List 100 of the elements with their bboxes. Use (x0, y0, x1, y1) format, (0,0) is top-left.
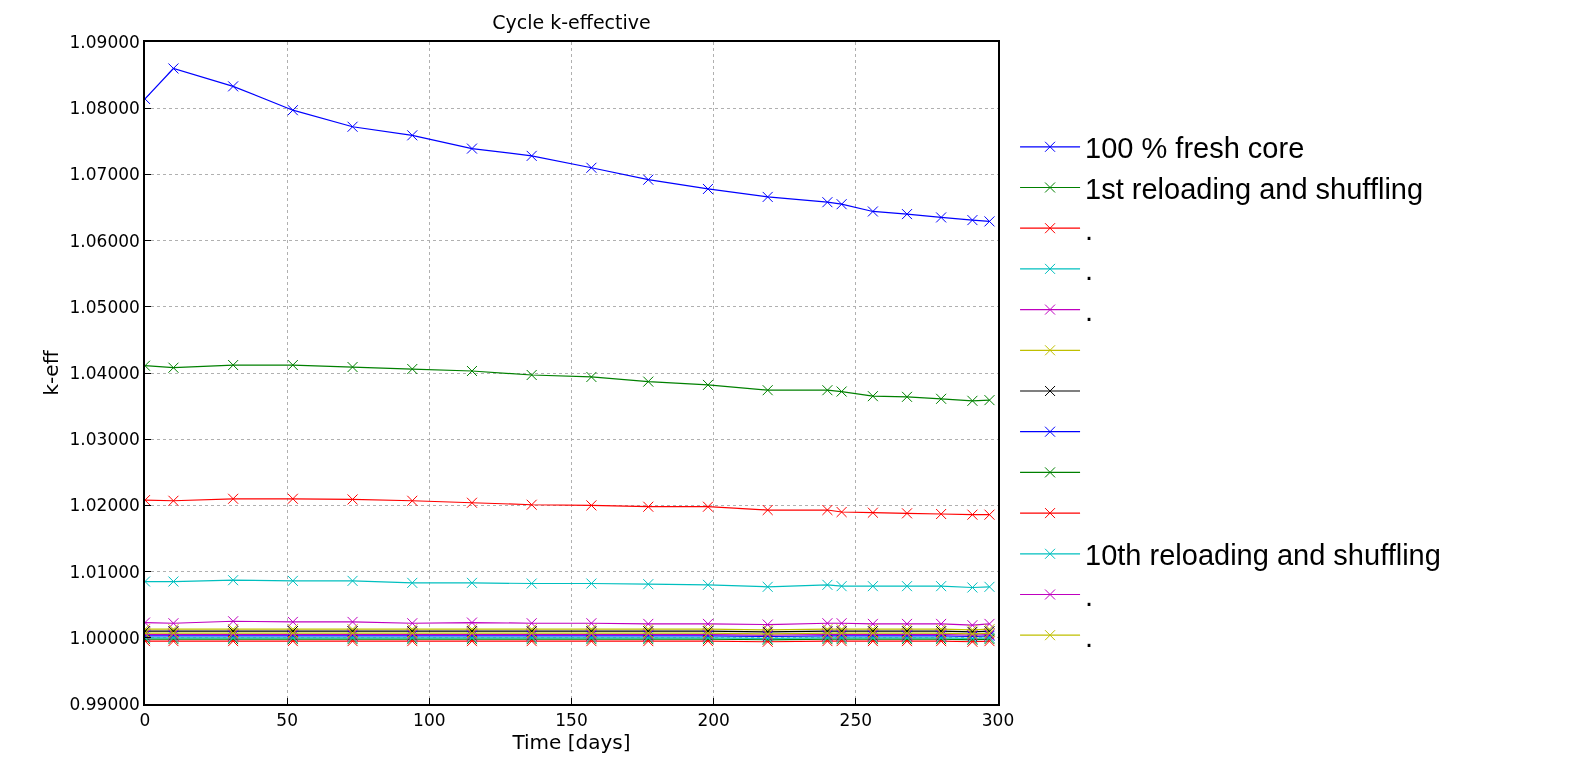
point (227, 359, 239, 371)
point (287, 104, 299, 116)
point (762, 581, 774, 593)
point (901, 208, 913, 220)
point (702, 379, 714, 391)
point (406, 577, 418, 589)
x-tick-label: 0 (139, 710, 151, 731)
point (702, 501, 714, 513)
point (526, 150, 538, 162)
point (821, 504, 833, 516)
point (966, 395, 978, 407)
point (762, 619, 774, 631)
point (821, 617, 833, 629)
point (762, 191, 774, 203)
point (983, 215, 995, 227)
x-tick-label: 150 (555, 710, 588, 731)
point (347, 616, 359, 628)
point (167, 617, 179, 629)
point (821, 579, 833, 591)
point (406, 363, 418, 375)
legend-label: . (1085, 213, 1094, 246)
point (347, 361, 359, 373)
y-tick-label: 1.01000 (69, 561, 140, 582)
point (466, 617, 478, 629)
x-tick-label: 100 (413, 710, 446, 731)
x-tick-label: 250 (839, 710, 873, 731)
point (585, 578, 597, 590)
y-tick-label: 1.03000 (69, 429, 140, 450)
point (762, 504, 774, 516)
point (642, 578, 654, 590)
point (966, 581, 978, 593)
y-tick-label: 1.08000 (69, 98, 140, 119)
chart-title: Cycle k-effective (492, 10, 651, 33)
point (347, 575, 359, 587)
x-tick-label: 200 (697, 710, 730, 731)
y-tick-label: 1.09000 (69, 31, 140, 52)
point (227, 615, 239, 627)
point (901, 391, 913, 403)
point (935, 618, 947, 630)
point (983, 581, 995, 593)
point (585, 617, 597, 629)
x-axis-title: Time [days] (511, 730, 631, 755)
y-tick-label: 1.02000 (69, 495, 140, 516)
point (585, 499, 597, 511)
point (836, 386, 848, 398)
point (983, 509, 995, 521)
point (867, 580, 879, 592)
x-tick-label: 300 (981, 710, 1015, 731)
legend-label: . (1085, 254, 1094, 287)
point (702, 579, 714, 591)
legend-label: 10th reloading and shuffling (1085, 539, 1441, 572)
point (526, 578, 538, 590)
y-tick-label: 1.00000 (69, 627, 140, 648)
point (287, 493, 299, 505)
x-tick-label: 50 (276, 710, 298, 731)
point (287, 575, 299, 587)
point (836, 506, 848, 518)
y-tick-label: 1.07000 (69, 164, 140, 185)
point (867, 205, 879, 217)
point (836, 617, 848, 629)
point (526, 499, 538, 511)
point (466, 143, 478, 155)
point (227, 493, 239, 505)
point (901, 580, 913, 592)
legend-label: . (1085, 620, 1094, 653)
point (287, 359, 299, 371)
y-axis-title: k-eff (38, 349, 63, 396)
legend-label: . (1085, 294, 1094, 327)
point (227, 574, 239, 586)
point (227, 80, 239, 92)
point (167, 62, 179, 74)
point (406, 495, 418, 507)
point (867, 390, 879, 402)
point (821, 196, 833, 208)
point (642, 174, 654, 186)
point (526, 617, 538, 629)
legend-label: . (1085, 579, 1094, 612)
point (966, 509, 978, 521)
legend-label: 100 % fresh core (1085, 132, 1305, 165)
point (935, 508, 947, 520)
point (821, 384, 833, 396)
point (935, 393, 947, 405)
y-tick-label: 1.04000 (69, 362, 140, 383)
point (167, 495, 179, 507)
point (762, 384, 774, 396)
point (935, 580, 947, 592)
point (867, 507, 879, 519)
point (642, 501, 654, 513)
point (347, 493, 359, 505)
point (702, 183, 714, 195)
point (167, 362, 179, 374)
point (406, 129, 418, 141)
point (466, 365, 478, 377)
point (935, 211, 947, 223)
y-tick-label: 0.99000 (69, 693, 140, 714)
point (642, 376, 654, 388)
point (836, 580, 848, 592)
point (526, 369, 538, 381)
point (167, 576, 179, 588)
point (347, 121, 359, 133)
